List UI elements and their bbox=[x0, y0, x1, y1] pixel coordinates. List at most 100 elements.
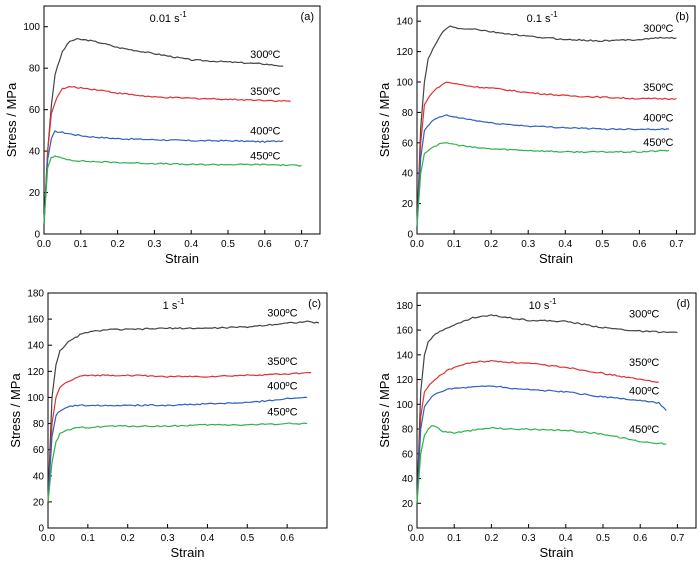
x-tick-label: 0.7 bbox=[670, 239, 684, 250]
y-tick-label: 40 bbox=[402, 169, 414, 180]
x-tick-label: 0.3 bbox=[161, 533, 175, 544]
series-label-450c: 450ºC bbox=[250, 150, 280, 162]
x-tick-label: 0.2 bbox=[111, 239, 125, 250]
y-tick-label: 120 bbox=[396, 375, 413, 386]
series-line-300c bbox=[47, 320, 320, 502]
series-line-350c bbox=[416, 359, 659, 504]
y-tick-label: 100 bbox=[23, 22, 40, 33]
y-tick-label: 0 bbox=[38, 524, 44, 535]
panel-label: (c) bbox=[308, 298, 321, 310]
x-tick-label: 0.6 bbox=[632, 239, 646, 250]
y-tick-label: 100 bbox=[396, 400, 413, 411]
x-tick-label: 0.1 bbox=[447, 239, 461, 250]
y-axis-label: Stress / MPa bbox=[8, 373, 23, 448]
plot-frame bbox=[43, 5, 321, 235]
plot-frame bbox=[416, 5, 696, 235]
series-label-300c: 300ºC bbox=[267, 308, 297, 320]
x-tick-label: 0.5 bbox=[240, 533, 254, 544]
strain-rate-value: 10 s bbox=[529, 300, 550, 312]
series-line-450c bbox=[416, 142, 670, 227]
y-tick-label: 0 bbox=[407, 230, 413, 241]
x-tick-label: 0.1 bbox=[81, 533, 95, 544]
y-tick-label: 60 bbox=[402, 138, 414, 149]
series-label-450c: 450ºC bbox=[267, 407, 297, 419]
series-label-300c: 300ºC bbox=[643, 23, 673, 35]
panel-label: (b) bbox=[676, 11, 689, 23]
y-tick-label: 160 bbox=[396, 326, 413, 337]
x-tick-label: 0.0 bbox=[41, 533, 55, 544]
y-tick-label: 120 bbox=[396, 47, 413, 58]
x-tick-label: 0.7 bbox=[670, 533, 684, 544]
y-tick-label: 40 bbox=[33, 471, 45, 482]
x-tick-label: 0.4 bbox=[559, 533, 573, 544]
strain-rate-label: 1 s-1 bbox=[163, 297, 185, 312]
series-label-300c: 300ºC bbox=[629, 309, 659, 321]
y-tick-label: 80 bbox=[33, 419, 45, 430]
x-tick-label: 0.1 bbox=[447, 533, 461, 544]
series-line-450c bbox=[47, 422, 308, 502]
series-label-400c: 400ºC bbox=[250, 126, 280, 138]
series-line-350c bbox=[416, 81, 677, 227]
series-line-350c bbox=[47, 372, 312, 502]
panel-label: (a) bbox=[301, 11, 314, 23]
chart-panel-0: 0.0 0.1 0.2 0.3 0.4 0.5 0.6 0.7 0 20 40 60 80 100 Stra… bbox=[4, 5, 321, 266]
series-label-350c: 350ºC bbox=[629, 357, 659, 369]
series-label-400c: 400ºC bbox=[629, 385, 659, 397]
x-tick-label: 0.2 bbox=[121, 533, 135, 544]
series-label-350c: 350ºC bbox=[267, 356, 297, 368]
chart-panel-1: 0.0 0.1 0.2 0.3 0.4 0.5 0.6 0.7 0 20 40 60 80 100 120 1… bbox=[377, 5, 696, 266]
y-tick-label: 20 bbox=[33, 497, 45, 508]
y-tick-label: 20 bbox=[29, 188, 41, 199]
y-tick-label: 0 bbox=[34, 230, 40, 241]
series-line-300c bbox=[416, 314, 678, 504]
series-line-400c bbox=[416, 114, 670, 227]
series-line-450c bbox=[43, 155, 302, 224]
x-tick-label: 0.3 bbox=[147, 239, 161, 250]
x-tick-label: 0.4 bbox=[184, 239, 198, 250]
strain-rate-label: 10 s-1 bbox=[529, 297, 557, 312]
series-line-400c bbox=[416, 385, 667, 504]
strain-rate-label: 0.01 s-1 bbox=[150, 10, 188, 25]
y-axis-label: Stress / MPa bbox=[377, 373, 392, 448]
x-tick-label: 0.3 bbox=[522, 533, 536, 544]
series-label-450c: 450ºC bbox=[643, 137, 673, 149]
chart-panel-2: 0.0 0.1 0.2 0.3 0.4 0.5 0.6 0 20 40 60 80 100 120 140 1… bbox=[8, 289, 328, 560]
y-tick-label: 40 bbox=[29, 147, 41, 158]
series-line-400c bbox=[47, 396, 308, 502]
plot-frame bbox=[416, 292, 697, 529]
y-tick-label: 140 bbox=[27, 341, 44, 352]
x-tick-label: 0.6 bbox=[258, 239, 272, 250]
series-line-400c bbox=[43, 130, 284, 224]
y-axis-label: Stress / MPa bbox=[377, 82, 392, 157]
x-tick-label: 0.0 bbox=[410, 533, 424, 544]
x-tick-label: 0.6 bbox=[280, 533, 294, 544]
y-tick-label: 60 bbox=[33, 445, 45, 456]
series-line-450c bbox=[416, 424, 667, 504]
x-tick-label: 0.5 bbox=[596, 533, 610, 544]
y-axis-label: Stress / MPa bbox=[4, 82, 19, 157]
y-tick-label: 120 bbox=[27, 367, 44, 378]
strain-rate-exponent: -1 bbox=[549, 297, 557, 306]
strain-rate-value: 1 s bbox=[163, 300, 178, 312]
series-label-400c: 400ºC bbox=[267, 381, 297, 393]
series-label-450c: 450ºC bbox=[629, 424, 659, 436]
strain-rate-exponent: -1 bbox=[550, 10, 558, 19]
y-tick-label: 80 bbox=[402, 425, 414, 436]
y-tick-label: 80 bbox=[29, 64, 41, 75]
strain-rate-exponent: -1 bbox=[177, 297, 185, 306]
x-tick-label: 0.5 bbox=[221, 239, 235, 250]
x-tick-label: 0.0 bbox=[37, 239, 51, 250]
strain-rate-label: 0.1 s-1 bbox=[527, 10, 559, 25]
y-tick-label: 100 bbox=[396, 78, 413, 89]
y-tick-label: 40 bbox=[402, 474, 414, 485]
x-tick-label: 0.2 bbox=[484, 239, 498, 250]
x-tick-label: 0.6 bbox=[633, 533, 647, 544]
series-line-350c bbox=[43, 85, 291, 224]
x-tick-label: 0.2 bbox=[484, 533, 498, 544]
series-label-350c: 350ºC bbox=[643, 82, 673, 94]
panel-label: (d) bbox=[677, 298, 690, 310]
x-tick-label: 0.5 bbox=[595, 239, 609, 250]
x-tick-label: 0.4 bbox=[558, 239, 572, 250]
x-tick-label: 0.7 bbox=[295, 239, 309, 250]
